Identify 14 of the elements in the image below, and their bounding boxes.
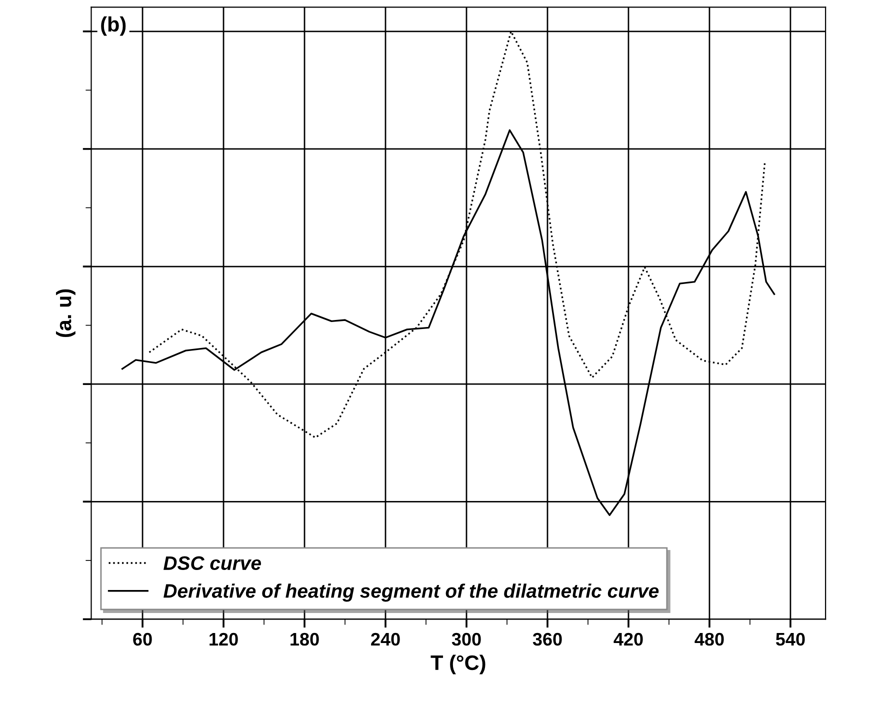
annotation: (b) (101, 16, 126, 36)
x-tick-label: 60 (133, 632, 152, 646)
x-tick-label: 540 (776, 632, 805, 646)
x-tick-label: 300 (452, 632, 481, 646)
legend-label: DSC curve (164, 556, 261, 570)
legend-label: Derivative of heating segment of the dilatmetric curve (164, 584, 659, 602)
x-tick-label: 480 (694, 632, 724, 646)
x-tick-label: 120 (210, 632, 238, 646)
x-tick-label: 240 (371, 632, 400, 646)
y-axis-title: (a. u) (56, 289, 76, 338)
x-tick-label: 420 (614, 632, 643, 646)
x-tick-label: 360 (532, 632, 562, 646)
x-axis-title: T (°C) (430, 654, 486, 674)
x-tick-label: 180 (290, 632, 319, 646)
